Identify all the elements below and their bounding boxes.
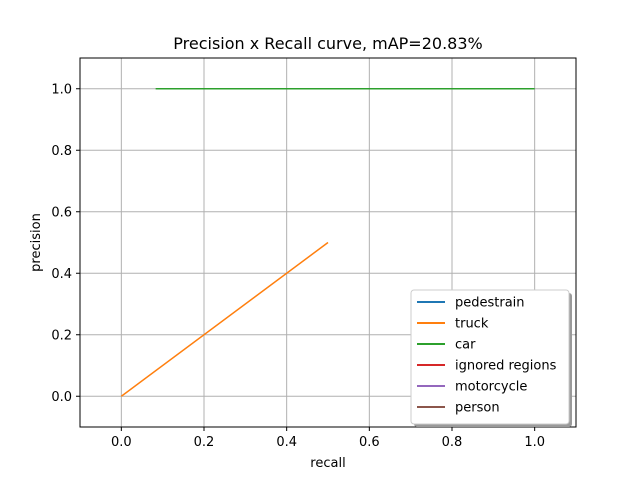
x-tick-label: 0.8: [442, 435, 463, 450]
axis-ticks: 0.0 0.2 0.4 0.6 0.8 1.0 0.0 0.2 0.4 0.6 0.8 1.0: [51, 82, 545, 450]
y-tick-label: 0.0: [51, 390, 72, 405]
legend-entry: pedestrain: [455, 296, 525, 311]
legend-entry: truck: [455, 317, 489, 332]
x-tick-label: 0.4: [276, 435, 297, 450]
x-axis-label: recall: [310, 456, 345, 471]
x-tick-label: 0.2: [194, 435, 215, 450]
y-tick-label: 0.6: [51, 205, 72, 220]
legend-entry: motorcycle: [455, 380, 527, 395]
y-tick-label: 0.8: [51, 144, 72, 159]
legend-entry: ignored regions: [455, 359, 557, 374]
legend-entry: person: [455, 401, 500, 416]
x-tick-label: 0.6: [359, 435, 380, 450]
legend-entry: car: [455, 338, 476, 353]
x-tick-label: 1.0: [524, 435, 545, 450]
y-tick-label: 1.0: [51, 82, 72, 97]
y-tick-label: 0.2: [51, 328, 72, 343]
legend-box: [410, 289, 570, 425]
y-axis-label: precision: [29, 213, 44, 272]
legend: pedestrain truck car ignored regions motorcy…: [410, 289, 572, 427]
series-lines: [120, 88, 535, 397]
chart-title: Precision x Recall curve, mAP=20.83%: [173, 34, 482, 53]
x-tick-label: 0.0: [111, 435, 132, 450]
plot-frame: [79, 57, 577, 428]
y-tick-label: 0.4: [51, 267, 72, 282]
series-line-truck: [120, 241, 329, 397]
